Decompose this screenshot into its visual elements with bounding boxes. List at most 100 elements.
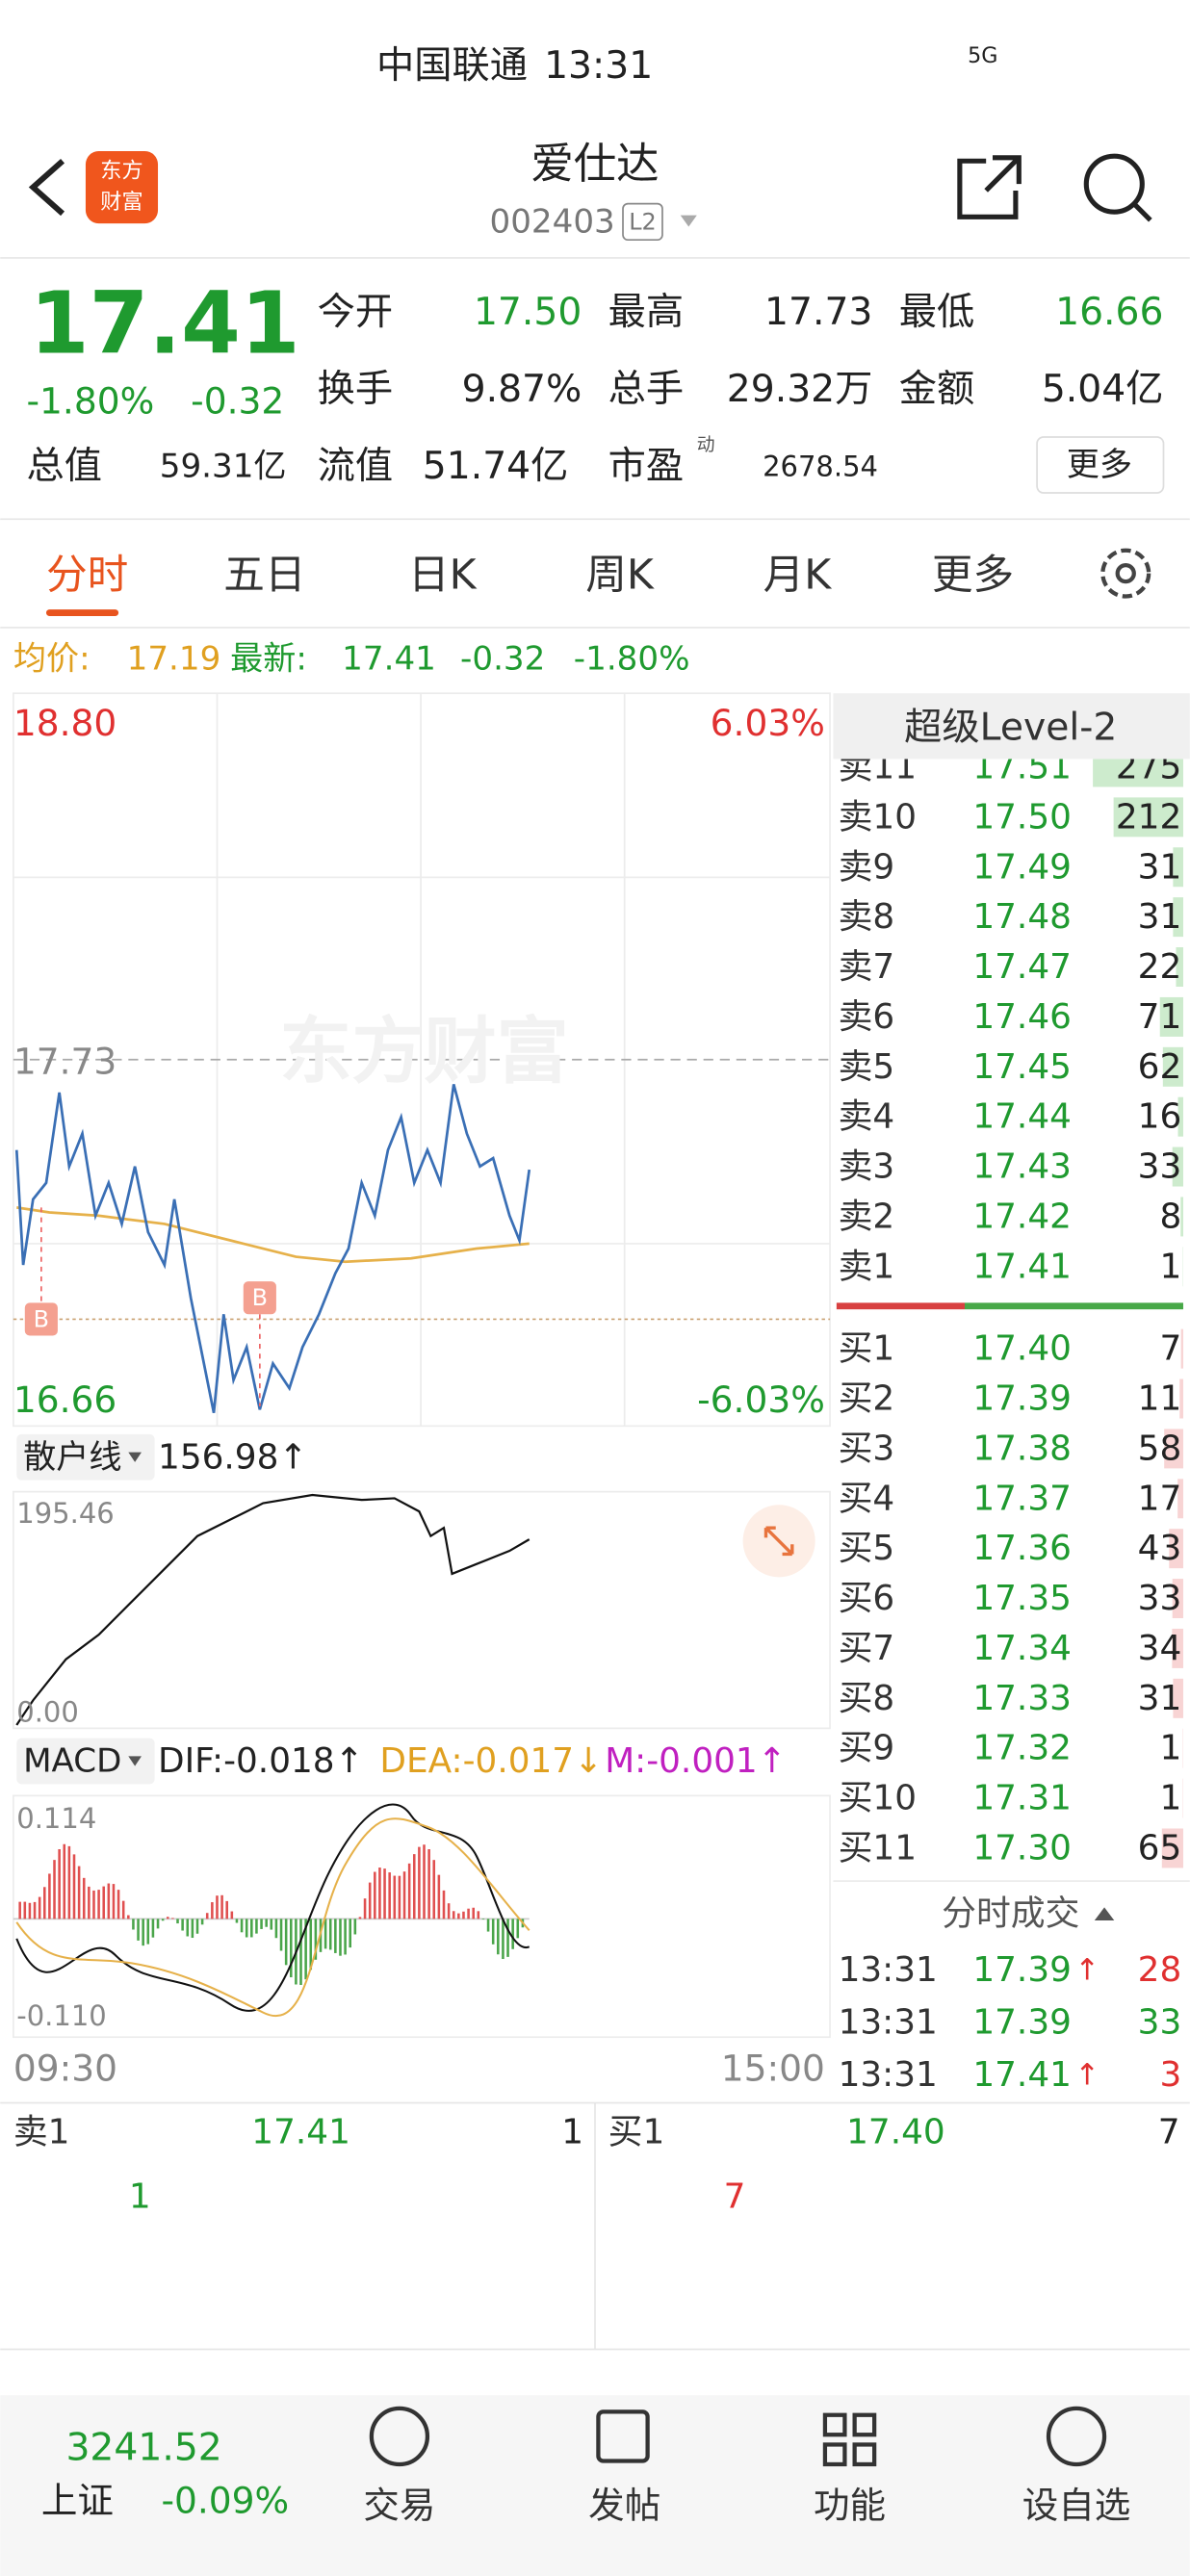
ask-volume: 1	[1159, 1247, 1181, 1286]
bid-level: 买8	[839, 1679, 895, 1718]
volume-bar	[1164, 1429, 1183, 1469]
expand-button[interactable]	[742, 1505, 815, 1578]
ask-volume: 33	[1138, 1147, 1182, 1187]
time-label: 09:30	[13, 2048, 117, 2090]
bid-volume: 58	[1138, 1429, 1182, 1468]
change: -0.32	[191, 379, 284, 422]
axis-label: 17.73	[13, 1040, 116, 1082]
sort-arrow	[1094, 1907, 1115, 1921]
volume-bar	[1177, 1096, 1183, 1137]
nav-item[interactable]: 功能	[814, 2485, 886, 2527]
tab[interactable]: 周K	[585, 551, 655, 599]
bid-price: 17.34	[972, 1629, 1072, 1668]
summary-change: -0.32	[460, 639, 545, 678]
badge-box	[622, 202, 663, 242]
price: 17.41	[30, 274, 300, 374]
trade-time: 13:31	[839, 1950, 938, 1990]
trade-volume: 28	[1138, 1950, 1182, 1990]
clock: 13:31	[544, 44, 653, 88]
bid-volume: 1	[1159, 1729, 1181, 1768]
volume-bar	[1172, 1628, 1183, 1668]
badge: L2	[629, 208, 657, 235]
field-label: 最低	[899, 291, 975, 334]
volume-bar	[1093, 759, 1183, 787]
tab[interactable]: 更多	[932, 551, 1014, 599]
field-value: 51.74亿	[423, 445, 569, 488]
ask-level: 卖10	[839, 797, 917, 837]
more-button[interactable]	[1036, 436, 1165, 494]
index-value[interactable]: 3241.52	[65, 2426, 221, 2469]
trade-price: 17.39	[972, 2002, 1072, 2042]
ask-level: 卖8	[839, 897, 895, 937]
watermark: 东方财富	[279, 1009, 568, 1094]
trade-arrow: ↑	[1074, 1952, 1099, 1987]
volume-bar	[1113, 797, 1183, 837]
ask-volume: 71	[1138, 997, 1182, 1037]
indicator-label: MACD	[23, 1742, 121, 1781]
label-box[interactable]	[16, 1433, 155, 1481]
bid-price: 17.33	[972, 1679, 1072, 1718]
search-button[interactable]	[1083, 153, 1152, 222]
bid-level: 买10	[839, 1779, 917, 1818]
nav-item[interactable]: 发帖	[588, 2485, 660, 2527]
ask-volume: 16	[1138, 1097, 1182, 1137]
ask-volume: 275	[1116, 747, 1181, 786]
label-box[interactable]	[16, 1738, 155, 1785]
ask-label: 卖1	[13, 2113, 70, 2152]
pe-tag: 动	[697, 434, 715, 455]
trade-volume: 3	[1159, 2055, 1181, 2095]
book-divider	[964, 1302, 1183, 1310]
volume-bar	[1173, 897, 1183, 938]
network: 5G	[968, 43, 997, 68]
tab[interactable]: 日K	[408, 551, 478, 599]
ask-price: 17.42	[972, 1197, 1072, 1236]
bid-volume: 31	[1138, 1679, 1182, 1718]
field-label: 总手	[608, 368, 685, 411]
dif-line	[15, 1803, 530, 2012]
time-label: 15:00	[721, 2048, 825, 2090]
indicator-label: 散户线	[23, 1438, 121, 1477]
field-value: 16.66	[1055, 291, 1163, 334]
volume-bar	[1173, 1678, 1183, 1718]
summary-last: 17.41	[342, 639, 436, 678]
tab[interactable]: 五日	[223, 551, 305, 599]
ask-level: 卖11	[839, 747, 917, 786]
avg-line	[16, 1206, 530, 1264]
volume-bar	[1172, 1579, 1183, 1619]
change-pct: -1.80%	[27, 379, 155, 422]
tab[interactable]: 分时	[46, 551, 128, 599]
tab-underline	[45, 609, 119, 616]
settings-button[interactable]	[1100, 548, 1151, 599]
bid-level: 买11	[839, 1828, 917, 1868]
axis-label: 16.66	[13, 1378, 116, 1421]
bid-volume: 1	[1159, 1779, 1181, 1818]
ask-level: 卖1	[839, 1247, 895, 1286]
macd-m: M:-0.001↑	[605, 1741, 787, 1781]
field-value: 17.50	[474, 291, 582, 334]
dropdown	[128, 1452, 142, 1462]
bid-level: 买1	[839, 1329, 895, 1369]
share-button[interactable]	[957, 155, 1022, 219]
volume-bar	[1173, 847, 1183, 888]
ask-price: 17.41	[972, 1247, 1072, 1286]
dea-line	[15, 1817, 530, 2017]
field-label: 换手	[318, 368, 394, 411]
bid-level: 买4	[839, 1479, 895, 1518]
more-button[interactable]: 更多	[1067, 446, 1132, 484]
bid-volume: 43	[1138, 1529, 1182, 1568]
b-marker-text: B	[34, 1305, 49, 1332]
bid-price: 17.31	[972, 1779, 1072, 1818]
trades-title: 分时成交	[942, 1894, 1079, 1934]
ask-level: 卖6	[839, 997, 895, 1037]
volume-bar	[1177, 1479, 1183, 1519]
nav-item[interactable]: 设自选	[1022, 2485, 1131, 2527]
retail-curve	[15, 1493, 530, 1726]
axis-label: -6.03%	[697, 1378, 825, 1421]
nav-item[interactable]: 交易	[363, 2485, 435, 2527]
back-button[interactable]	[28, 159, 65, 217]
ask-price: 17.48	[972, 897, 1072, 937]
tab[interactable]: 月K	[763, 551, 833, 599]
field-value: 5.04亿	[1042, 368, 1164, 411]
field-label: 市盈	[608, 445, 685, 488]
